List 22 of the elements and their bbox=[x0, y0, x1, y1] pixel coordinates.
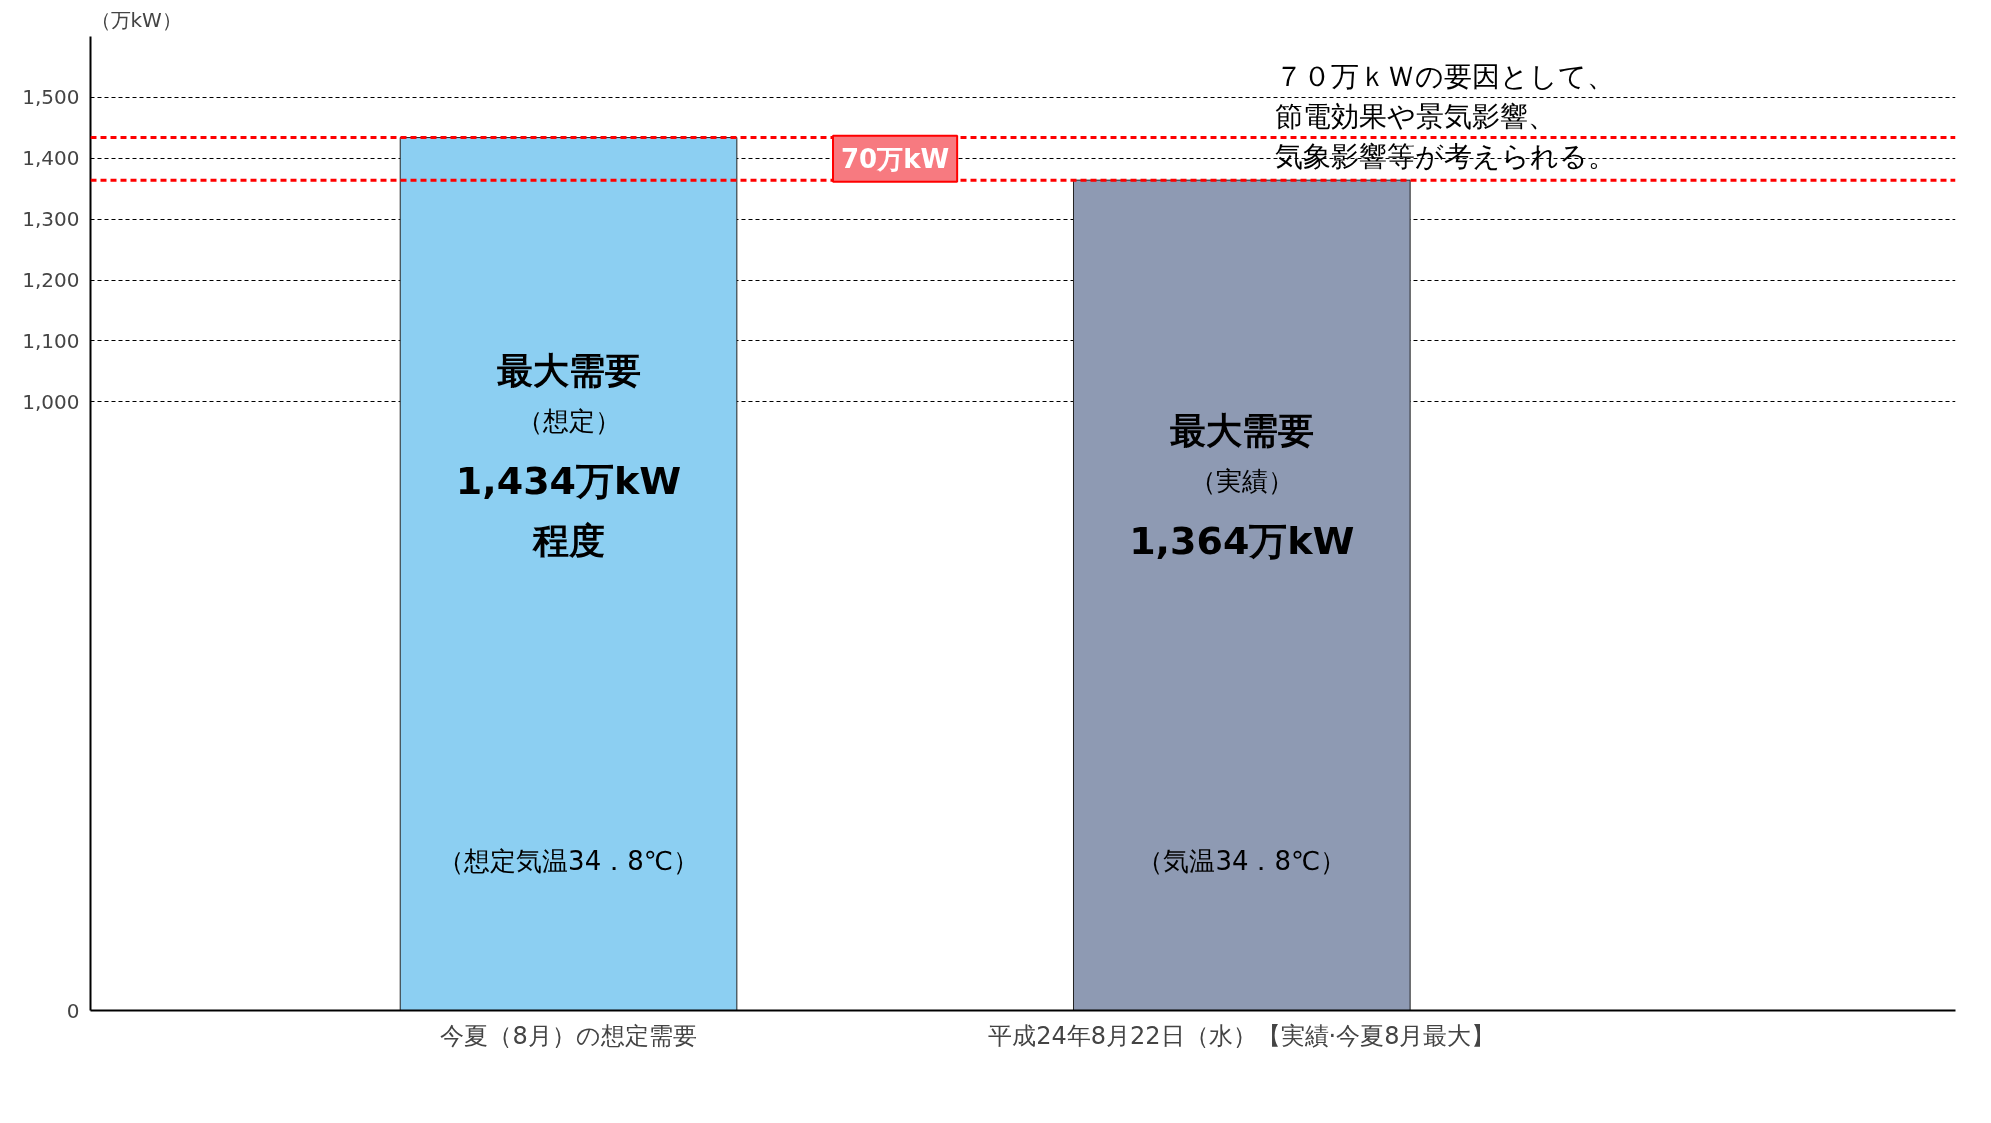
annotation: 1,434万kW bbox=[455, 458, 682, 503]
y-tick-label: 1,300 bbox=[22, 207, 80, 232]
annotation: ７０万ｋＷの要因として、 bbox=[1275, 60, 1616, 93]
annotation: 節電効果や景気影響、 bbox=[1275, 100, 1557, 133]
annotation: 最大需要 bbox=[1169, 410, 1314, 451]
annotation: （想定） bbox=[516, 405, 621, 436]
annotation: （気温34．8℃） bbox=[1137, 845, 1347, 876]
annotation: 70万kW bbox=[841, 143, 950, 174]
x-tick-label: 平成24年8月22日（水）【実績·今夏8月最大】 bbox=[988, 1021, 1496, 1050]
annotation: 1,364万kW bbox=[1129, 518, 1355, 563]
y-tick-label: 1,200 bbox=[22, 268, 80, 292]
y-tick-label: 1,400 bbox=[22, 146, 80, 171]
annotation: 最大需要 bbox=[496, 350, 641, 391]
y-axis-title: （万kW） bbox=[90, 7, 182, 32]
y-tick-label: 0 bbox=[66, 998, 80, 1023]
annotation: 程度 bbox=[531, 520, 605, 561]
annotation: （想定気温34．8℃） bbox=[438, 845, 699, 876]
y-tick-label: 1,500 bbox=[22, 85, 80, 110]
annotation: （実績） bbox=[1189, 465, 1294, 496]
x-tick-label: 今夏（8月）の想定需要 bbox=[440, 1021, 697, 1050]
y-tick-label: 1,100 bbox=[22, 328, 80, 353]
y-tick-label: 1,000 bbox=[22, 389, 80, 414]
